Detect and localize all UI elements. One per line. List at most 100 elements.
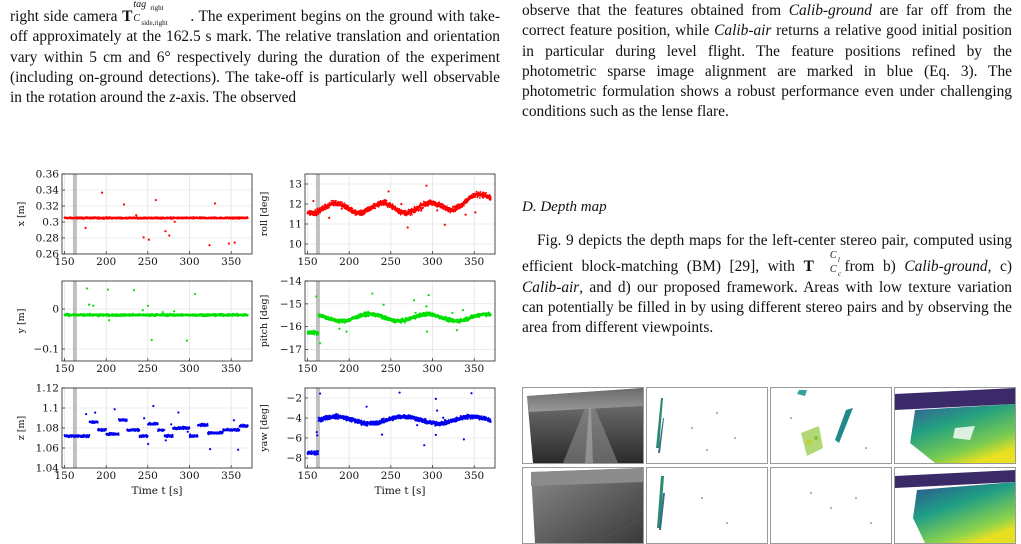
outlier-point xyxy=(88,304,90,306)
data-point xyxy=(331,200,333,202)
x-tick-label: 200 xyxy=(96,363,116,375)
y-tick-label: 0.34 xyxy=(36,185,60,197)
series-pitch xyxy=(307,292,492,344)
data-point xyxy=(347,205,349,207)
outlier-point xyxy=(107,289,109,291)
outlier-point xyxy=(436,209,438,211)
x-tick-label: 150 xyxy=(54,363,74,375)
takeoff-marker xyxy=(73,281,77,361)
y-axis-label: x [m] xyxy=(16,202,27,227)
outlier-point xyxy=(162,311,164,313)
series-y xyxy=(64,287,249,341)
x-tick-label: 350 xyxy=(221,363,241,375)
outlier-point xyxy=(234,241,236,243)
x-tick-label: 300 xyxy=(179,256,199,268)
y-tick-label: 12 xyxy=(289,199,302,211)
data-point xyxy=(247,217,249,219)
y-tick-label: 0.3 xyxy=(42,217,59,229)
x-tick-label: 350 xyxy=(221,256,241,268)
x-tick-label: 200 xyxy=(339,256,359,268)
data-point xyxy=(317,213,319,215)
data-point xyxy=(387,206,389,208)
outlier-point xyxy=(133,289,135,291)
x-tick-label: 250 xyxy=(381,256,401,268)
data-point xyxy=(460,318,462,320)
data-point xyxy=(475,195,477,197)
outlier-point xyxy=(142,309,144,311)
data-point xyxy=(374,208,376,210)
outlier-point xyxy=(407,226,409,228)
outlier-point xyxy=(84,227,86,229)
outlier-point xyxy=(173,310,175,312)
y-tick-label: 0.32 xyxy=(36,201,59,213)
outlier-point xyxy=(474,211,476,213)
y-tick-label: 10 xyxy=(289,239,302,251)
plot-frame xyxy=(62,174,252,254)
outlier-point xyxy=(312,200,314,202)
y-axis-label: roll [deg] xyxy=(259,192,270,237)
outlier-point xyxy=(464,214,466,216)
data-point xyxy=(463,205,465,207)
data-point xyxy=(317,332,319,334)
outlier-point xyxy=(444,224,446,226)
y-tick-label: 0.26 xyxy=(36,249,60,261)
outlier-point xyxy=(101,192,103,194)
takeoff-marker xyxy=(316,281,320,361)
outlier-point xyxy=(148,239,150,241)
y-axis-label: y [m] xyxy=(16,309,27,335)
data-point xyxy=(479,197,481,199)
outlier-point xyxy=(420,209,422,211)
outlier-point xyxy=(384,199,386,201)
y-tick-label: 0.28 xyxy=(36,233,59,245)
data-point xyxy=(490,197,492,199)
outlier-point xyxy=(135,214,137,216)
data-point xyxy=(480,191,482,193)
data-point xyxy=(247,314,249,316)
data-point xyxy=(344,202,346,204)
y-tick-label: 11 xyxy=(289,219,302,231)
outlier-point xyxy=(97,315,99,317)
data-point xyxy=(485,192,487,194)
data-point xyxy=(315,209,317,211)
outlier-point xyxy=(228,242,230,244)
outlier-point xyxy=(400,203,402,205)
outlier-point xyxy=(208,244,210,246)
outlier-point xyxy=(387,190,389,192)
outlier-point xyxy=(123,203,125,205)
outlier-point xyxy=(108,319,110,321)
outlier-point xyxy=(155,199,157,201)
outlier-point xyxy=(164,230,166,232)
x-tick-label: 300 xyxy=(179,363,199,375)
data-point xyxy=(476,191,478,193)
data-point xyxy=(335,200,337,202)
data-point xyxy=(478,192,480,194)
takeoff-marker xyxy=(73,174,77,254)
outlier-point xyxy=(147,305,149,307)
outlier-point xyxy=(168,234,170,236)
x-tick-label: 300 xyxy=(422,256,442,268)
x-tick-label: 250 xyxy=(138,256,158,268)
data-point xyxy=(327,316,329,318)
data-point xyxy=(351,208,353,210)
outlier-point xyxy=(186,340,188,342)
y-tick-label: 0.36 xyxy=(36,169,60,181)
outlier-point xyxy=(341,208,343,210)
outlier-point xyxy=(214,202,216,204)
data-point xyxy=(328,207,330,209)
outlier-point xyxy=(92,305,94,307)
y-tick-label: 0 xyxy=(52,304,59,316)
x-tick-label: 250 xyxy=(138,363,158,375)
outlier-point xyxy=(402,211,404,213)
data-point xyxy=(446,205,448,207)
outlier-point xyxy=(86,287,88,289)
outlier-point xyxy=(151,339,153,341)
outlier-point xyxy=(143,236,145,238)
data-point xyxy=(371,208,373,210)
data-point xyxy=(316,214,318,216)
